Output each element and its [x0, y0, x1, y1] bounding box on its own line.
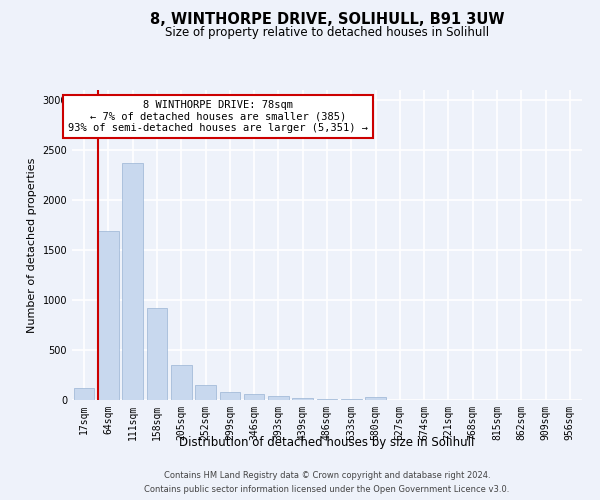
- Bar: [195, 384, 216, 400]
- Bar: [292, 398, 313, 400]
- Text: Contains public sector information licensed under the Open Government Licence v3: Contains public sector information licen…: [145, 484, 509, 494]
- Text: 8, WINTHORPE DRIVE, SOLIHULL, B91 3UW: 8, WINTHORPE DRIVE, SOLIHULL, B91 3UW: [150, 12, 504, 28]
- Bar: [317, 398, 337, 400]
- Bar: [268, 396, 289, 400]
- Bar: [341, 399, 362, 400]
- Text: Contains HM Land Registry data © Crown copyright and database right 2024.: Contains HM Land Registry data © Crown c…: [164, 472, 490, 480]
- Bar: [146, 308, 167, 400]
- Text: Distribution of detached houses by size in Solihull: Distribution of detached houses by size …: [179, 436, 475, 449]
- Text: 8 WINTHORPE DRIVE: 78sqm
← 7% of detached houses are smaller (385)
93% of semi-d: 8 WINTHORPE DRIVE: 78sqm ← 7% of detache…: [68, 100, 368, 133]
- Bar: [244, 394, 265, 400]
- Bar: [74, 388, 94, 400]
- Bar: [171, 365, 191, 400]
- Bar: [220, 392, 240, 400]
- Bar: [365, 396, 386, 400]
- Y-axis label: Number of detached properties: Number of detached properties: [27, 158, 37, 332]
- Text: Size of property relative to detached houses in Solihull: Size of property relative to detached ho…: [165, 26, 489, 39]
- Bar: [98, 231, 119, 400]
- Bar: [122, 163, 143, 400]
